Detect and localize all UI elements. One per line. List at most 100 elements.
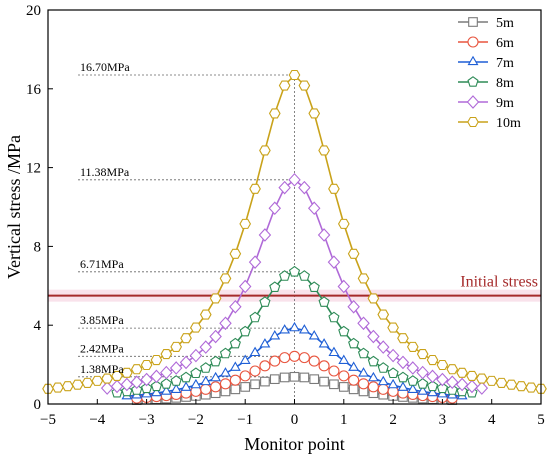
legend-marker bbox=[466, 95, 480, 109]
data-point bbox=[259, 360, 271, 372]
data-point bbox=[298, 80, 311, 91]
data-point bbox=[150, 354, 163, 366]
y-axis-title: Vertical stress /MPa bbox=[4, 135, 24, 279]
data-point bbox=[160, 378, 172, 389]
data-point bbox=[219, 378, 232, 390]
data-point bbox=[377, 383, 389, 395]
data-point bbox=[307, 201, 321, 216]
data-point bbox=[288, 173, 301, 187]
data-point bbox=[455, 377, 469, 392]
data-point bbox=[239, 354, 251, 364]
data-point bbox=[81, 377, 94, 388]
data-point bbox=[238, 279, 252, 294]
legend-marker bbox=[467, 55, 479, 66]
data-point bbox=[170, 375, 182, 386]
data-point bbox=[367, 293, 380, 304]
data-point bbox=[485, 375, 498, 386]
data-point bbox=[476, 373, 488, 384]
x-tick-label: −1 bbox=[237, 412, 253, 428]
data-point bbox=[426, 354, 439, 366]
data-point bbox=[329, 379, 339, 390]
data-point bbox=[120, 377, 134, 392]
data-point bbox=[376, 340, 390, 354]
data-point bbox=[259, 296, 271, 307]
data-point bbox=[406, 361, 420, 375]
data-point bbox=[446, 384, 458, 395]
data-point bbox=[515, 381, 528, 392]
data-point bbox=[436, 382, 448, 394]
x-tick-label: −2 bbox=[188, 412, 204, 428]
data-point bbox=[269, 374, 280, 385]
data-point bbox=[160, 348, 173, 360]
data-point bbox=[140, 372, 153, 387]
data-point bbox=[308, 108, 321, 119]
data-point bbox=[317, 228, 331, 242]
data-point bbox=[131, 384, 143, 395]
data-point bbox=[121, 367, 133, 378]
y-tick-label: 4 bbox=[34, 318, 42, 334]
data-point bbox=[416, 348, 429, 360]
data-point bbox=[150, 369, 163, 384]
data-point bbox=[387, 322, 399, 333]
data-point bbox=[358, 367, 369, 377]
data-point bbox=[61, 381, 74, 392]
x-tick-label: −5 bbox=[40, 412, 56, 428]
x-tick-label: 4 bbox=[488, 412, 496, 428]
data-point bbox=[248, 255, 262, 269]
data-point bbox=[347, 299, 360, 314]
data-point bbox=[505, 379, 518, 390]
data-point bbox=[180, 381, 192, 391]
data-point bbox=[230, 384, 241, 395]
data-point bbox=[190, 322, 202, 333]
data-point bbox=[259, 338, 271, 348]
legend-label: 8m bbox=[496, 76, 514, 91]
data-point bbox=[278, 180, 291, 195]
data-point bbox=[288, 69, 301, 81]
data-point bbox=[298, 324, 310, 334]
x-tick-label: −4 bbox=[89, 412, 105, 428]
y-tick-label: 16 bbox=[26, 82, 42, 98]
series-6m bbox=[131, 350, 458, 404]
legend-label: 6m bbox=[496, 36, 514, 51]
data-point bbox=[279, 352, 291, 364]
data-point bbox=[268, 201, 282, 216]
x-tick-label: 2 bbox=[389, 412, 397, 428]
data-point bbox=[169, 361, 183, 375]
data-point bbox=[219, 273, 232, 284]
x-tick-label: 3 bbox=[439, 412, 447, 428]
y-tick-label: 12 bbox=[26, 161, 41, 177]
peak-annotation-label: 11.38MPa bbox=[80, 165, 130, 179]
data-point bbox=[239, 370, 251, 382]
data-point bbox=[337, 279, 351, 294]
data-point bbox=[229, 374, 241, 386]
data-point bbox=[150, 380, 163, 392]
x-tick-label: 1 bbox=[340, 412, 348, 428]
data-point bbox=[269, 355, 281, 367]
data-point bbox=[397, 381, 409, 391]
data-point bbox=[249, 365, 261, 377]
data-point bbox=[269, 281, 281, 293]
data-point bbox=[229, 337, 241, 349]
data-point bbox=[525, 382, 537, 393]
data-point bbox=[299, 372, 310, 383]
data-point bbox=[338, 382, 349, 392]
data-point bbox=[367, 329, 380, 344]
data-point bbox=[407, 383, 419, 393]
x-tick-label: 5 bbox=[537, 412, 545, 428]
data-point bbox=[298, 352, 310, 364]
data-point bbox=[268, 108, 281, 119]
data-point bbox=[279, 324, 291, 334]
data-point bbox=[397, 371, 409, 383]
data-point bbox=[190, 378, 202, 389]
data-point bbox=[357, 347, 370, 359]
data-point bbox=[151, 386, 162, 397]
data-point bbox=[328, 346, 340, 357]
data-point bbox=[436, 359, 449, 371]
data-point bbox=[219, 316, 232, 331]
data-point bbox=[200, 375, 212, 386]
data-point bbox=[279, 270, 291, 281]
data-point bbox=[357, 316, 370, 331]
series-7m bbox=[121, 321, 468, 400]
data-point bbox=[239, 325, 251, 337]
